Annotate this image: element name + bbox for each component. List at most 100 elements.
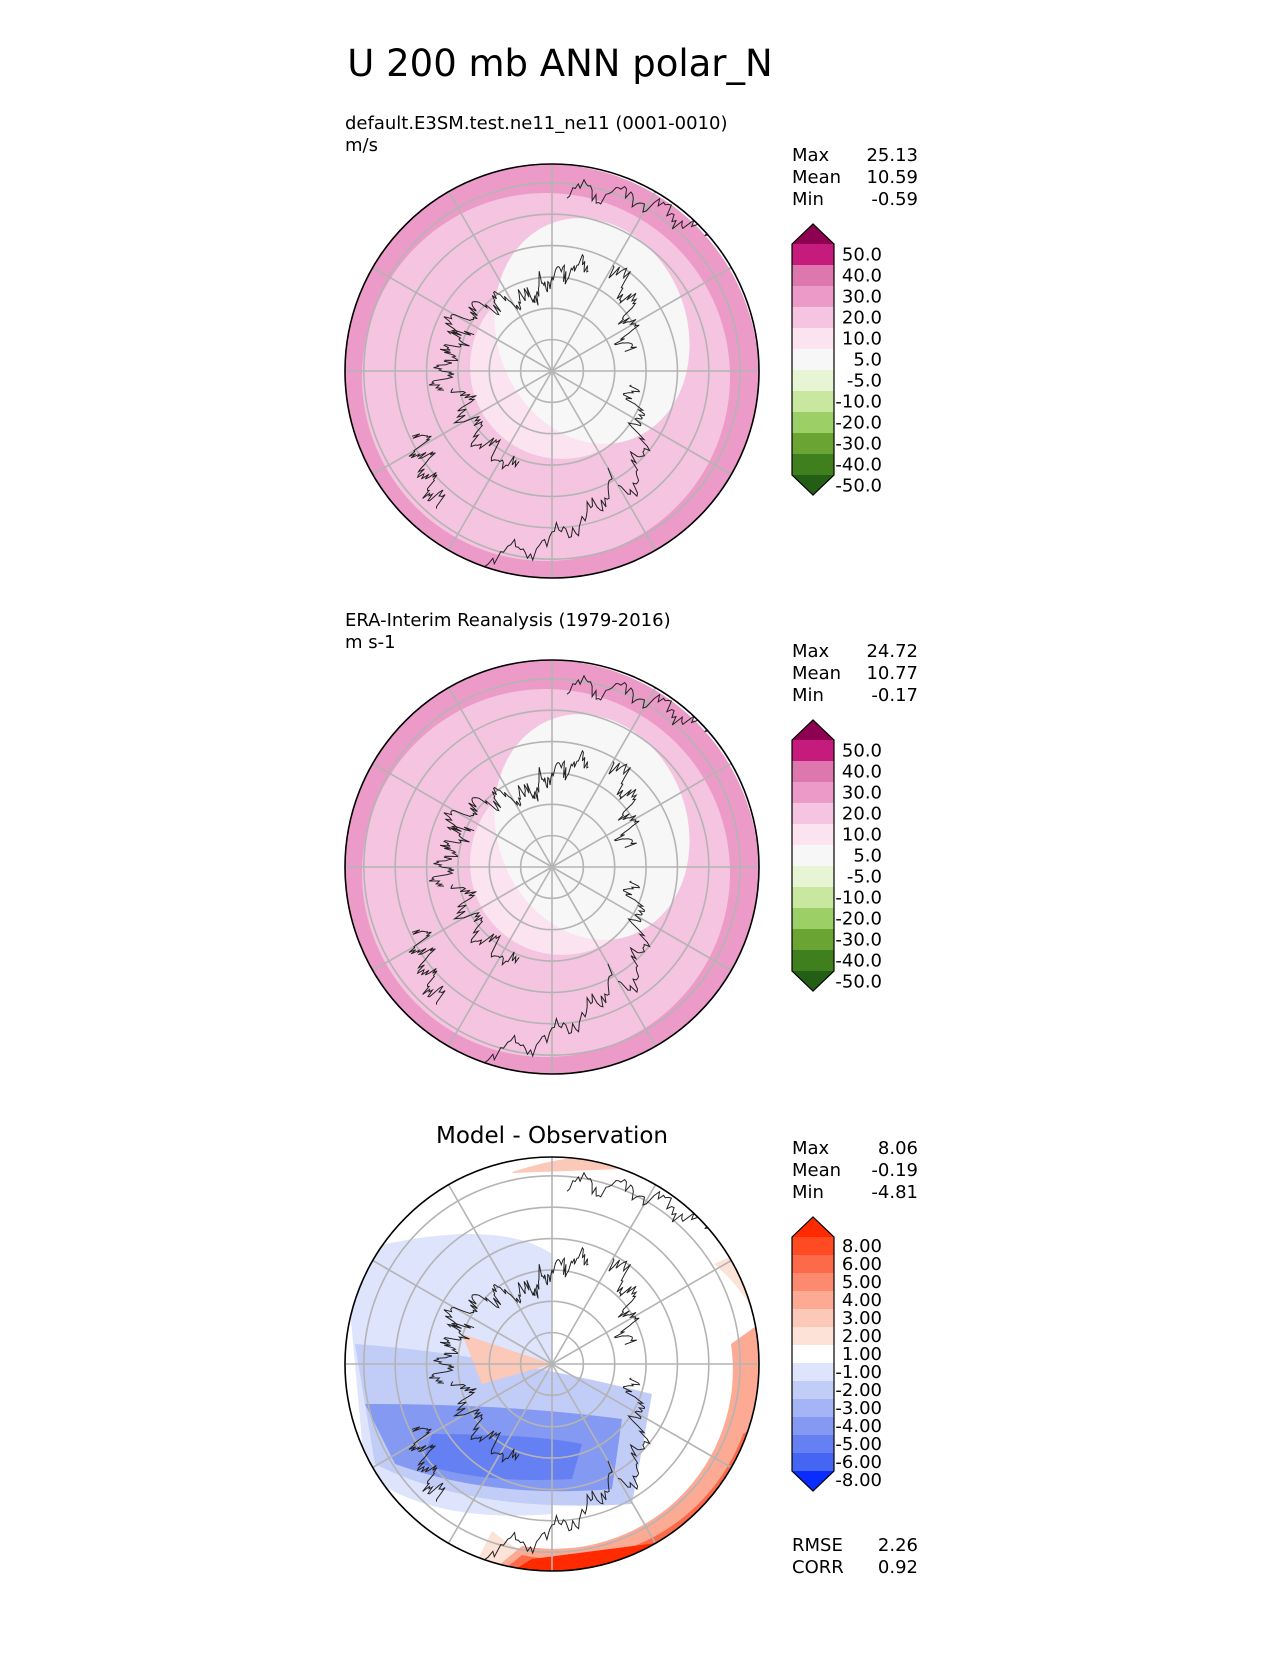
metrics-diff: RMSE 2.26 CORR 0.92 (792, 1535, 918, 1578)
colorbar-segment (792, 1255, 834, 1274)
colorbar-tick-label: 20.0 (842, 804, 882, 825)
colorbar-segment (792, 1399, 834, 1418)
coastline (523, 1246, 589, 1299)
colorbar-extend-max (792, 1217, 834, 1237)
panel-test-units: m/s (345, 135, 378, 156)
colorbar-tick-label: 3.00 (842, 1308, 882, 1329)
map-boundary (344, 1156, 760, 1572)
graticule-meridian (551, 264, 736, 372)
colorbar-tick-label: 5.0 (853, 350, 882, 371)
coastline (608, 1258, 640, 1345)
map-coastlines (408, 178, 714, 569)
colorbar-segment (792, 1417, 834, 1436)
colorbar-segment (792, 265, 834, 287)
coastline (450, 884, 520, 966)
stat-min-label: Min (792, 189, 824, 210)
graticule-meridian (445, 683, 553, 868)
colorbar-tick-label: -5.0 (847, 867, 882, 888)
colorbar-extend-min (792, 971, 834, 991)
colorbar-tick-label: 6.00 (842, 1254, 882, 1275)
graticule-meridian (445, 1363, 553, 1548)
colorbar-segment (792, 1381, 834, 1400)
colorbar-tick-label: 10.0 (842, 825, 882, 846)
colorbar-diff: 8.006.005.004.003.002.001.00-1.00-2.00-3… (791, 1216, 882, 1492)
colorbar-segment (792, 950, 834, 972)
colorbar-segment (792, 1363, 834, 1382)
graticule-meridian (445, 1180, 553, 1365)
colorbar-tick-label: -30.0 (835, 434, 882, 455)
colorbar-tick-label: -40.0 (835, 951, 882, 972)
polar-map-test (344, 163, 760, 579)
colorbar-segment (792, 1345, 834, 1364)
graticule-meridian (368, 370, 553, 478)
colorbar-segment (792, 929, 834, 951)
coastline (408, 929, 446, 1005)
colorbar-extend-max (792, 224, 834, 244)
colorbar-segment (792, 1291, 834, 1310)
colorbar-tick-label: -20.0 (835, 909, 882, 930)
stat-min-value: -4.81 (871, 1182, 918, 1203)
stat-min-label: Min (792, 1182, 824, 1203)
stat-max-label: Max (792, 1138, 830, 1159)
figure-title: U 200 mb ANN polar_N (347, 42, 772, 85)
colorbar-segment (792, 370, 834, 392)
panel-reference-subtitle: ERA-Interim Reanalysis (1979-2016) (345, 610, 671, 631)
colorbar-segment (792, 740, 834, 762)
graticule-meridian (551, 1180, 659, 1365)
colorbar-segment (792, 1309, 834, 1328)
graticule-meridian (551, 1363, 736, 1471)
map-graticule (345, 660, 759, 1074)
graticule-meridian (368, 1363, 553, 1471)
coastline (566, 674, 714, 733)
graticule-meridian (445, 187, 553, 372)
coastline (443, 289, 526, 335)
coastline (443, 1282, 526, 1328)
colorbar-segment (792, 1237, 834, 1256)
colorbar-tick-label: -30.0 (835, 930, 882, 951)
colorbar-tick-label: -8.00 (835, 1470, 882, 1491)
colorbar-tick-label: -20.0 (835, 413, 882, 434)
panel-diff-title: Model - Observation (436, 1123, 668, 1149)
panel-reference: ERA-Interim Reanalysis (1979-2016) m s-1… (344, 610, 918, 1075)
graticule-meridian (551, 1363, 659, 1548)
coastline (408, 433, 446, 509)
stat-max-label: Max (792, 145, 830, 166)
stat-mean-value: -0.19 (871, 1160, 918, 1181)
coastline (450, 388, 520, 470)
colorbar-segment (792, 761, 834, 783)
coastline (480, 1460, 613, 1562)
map-field (345, 660, 759, 1074)
colorbar-tick-label: 8.00 (842, 1236, 882, 1257)
colorbar-segment (792, 824, 834, 846)
colorbar-tick-label: -6.00 (835, 1452, 882, 1473)
colorbar-segment (792, 307, 834, 329)
colorbar-tick-label: 5.0 (853, 846, 882, 867)
colorbar-tick-label: 4.00 (842, 1290, 882, 1311)
graticule-meridian (551, 683, 659, 868)
stats-reference: Max 24.72 Mean 10.77 Min -0.17 (792, 641, 918, 706)
stat-mean-label: Mean (792, 1160, 841, 1181)
coastline (523, 749, 589, 802)
stats-diff: Max 8.06 Mean -0.19 Min -4.81 (792, 1138, 918, 1203)
colorbar-tick-label: 40.0 (842, 762, 882, 783)
colorbar-tick-label: 1.00 (842, 1344, 882, 1365)
colorbar-reference: 50.040.030.020.010.05.0-5.0-10.0-20.0-30… (791, 719, 882, 993)
panel-reference-units: m s-1 (345, 632, 396, 653)
colorbar-segment (792, 244, 834, 266)
colorbar-segment (792, 845, 834, 867)
stat-mean-label: Mean (792, 663, 841, 684)
colorbar-outline (791, 1216, 835, 1492)
colorbar-segment (792, 412, 834, 434)
map-field (345, 164, 759, 578)
stat-min-label: Min (792, 685, 824, 706)
colorbar-tick-label: -3.00 (835, 1398, 882, 1419)
coastline (408, 1426, 446, 1502)
graticule-meridian (551, 187, 659, 372)
panel-test: default.E3SM.test.ne11_ne11 (0001-0010) … (344, 113, 918, 579)
stat-mean-value: 10.77 (866, 663, 918, 684)
map-field (345, 1157, 759, 1571)
colorbar-extend-max (792, 720, 834, 740)
colorbar-outline (791, 223, 835, 496)
colorbar-tick-label: 30.0 (842, 287, 882, 308)
